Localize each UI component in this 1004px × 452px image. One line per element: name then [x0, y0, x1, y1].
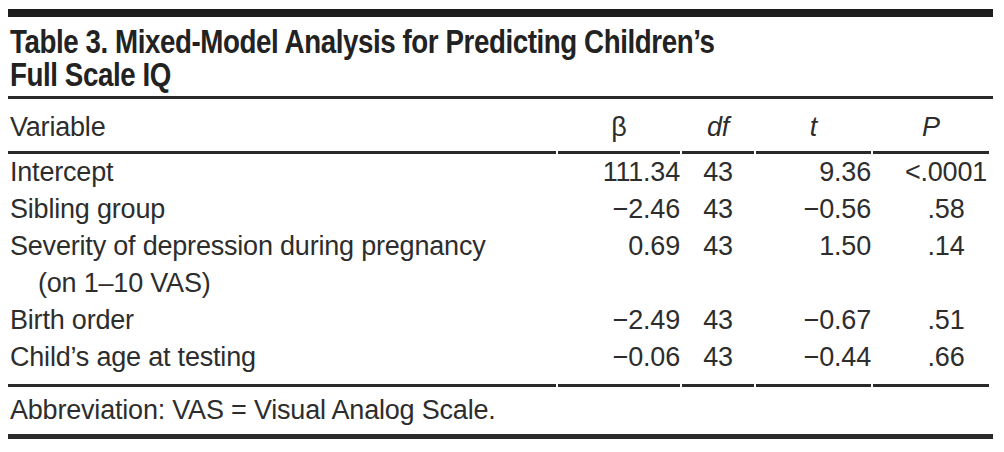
table-row: Sibling group −2.46 43 −0.56 .58	[8, 191, 989, 228]
table-title-line2: Full Scale IQ	[10, 58, 836, 91]
table-header: Variable β df t P	[8, 99, 989, 154]
table-footnote: Abbreviation: VAS = Visual Analog Scale.	[8, 387, 993, 439]
cell-p: .66	[873, 339, 989, 387]
cell-t: −0.44	[756, 339, 871, 387]
table-title: Table 3. Mixed-Model Analysis for Predic…	[10, 25, 836, 91]
cell-p: <.0001	[873, 154, 989, 191]
table-row: Severity of depression during pregnancy …	[8, 228, 989, 302]
top-accent-bar	[8, 9, 993, 17]
col-header-p: P	[873, 99, 989, 154]
cell-variable: Intercept	[8, 154, 556, 191]
cell-df: 43	[682, 228, 754, 302]
cell-beta: −2.46	[558, 191, 680, 228]
cell-df: 43	[682, 191, 754, 228]
table-title-block: Table 3. Mixed-Model Analysis for Predic…	[8, 17, 993, 99]
cell-df: 43	[682, 154, 754, 191]
cell-beta: −2.49	[558, 302, 680, 339]
table-row: Child’s age at testing −0.06 43 −0.44 .6…	[8, 339, 989, 387]
cell-t: −0.67	[756, 302, 871, 339]
header-row: Variable β df t P	[8, 99, 989, 154]
cell-beta: −0.06	[558, 339, 680, 387]
cell-variable: Child’s age at testing	[8, 339, 556, 387]
table-row: Birth order −2.49 43 −0.67 .51	[8, 302, 989, 339]
cell-beta: 111.34	[558, 154, 680, 191]
table-row: Intercept 111.34 43 9.36 <.0001	[8, 154, 989, 191]
cell-beta: 0.69	[558, 228, 680, 302]
table-figure: Table 3. Mixed-Model Analysis for Predic…	[0, 9, 1004, 439]
table-title-line1: Table 3. Mixed-Model Analysis for Predic…	[10, 25, 836, 58]
cell-variable-line2: (on 1–10 VAS)	[10, 265, 556, 302]
cell-p: .14	[873, 228, 989, 302]
col-header-df: df	[682, 99, 754, 154]
cell-p: .58	[873, 191, 989, 228]
cell-variable: Sibling group	[8, 191, 556, 228]
col-header-variable: Variable	[8, 99, 556, 154]
col-header-t: t	[756, 99, 871, 154]
col-header-beta: β	[558, 99, 680, 154]
cell-variable: Birth order	[8, 302, 556, 339]
cell-df: 43	[682, 302, 754, 339]
cell-t: 1.50	[756, 228, 871, 302]
cell-df: 43	[682, 339, 754, 387]
cell-variable: Severity of depression during pregnancy …	[8, 228, 556, 302]
cell-p: .51	[873, 302, 989, 339]
stats-table: Variable β df t P Intercept 111.34 43 9.…	[6, 99, 991, 387]
table-body: Intercept 111.34 43 9.36 <.0001 Sibling …	[8, 154, 989, 387]
cell-t: −0.56	[756, 191, 871, 228]
cell-t: 9.36	[756, 154, 871, 191]
cell-variable-line1: Severity of depression during pregnancy	[10, 228, 556, 265]
